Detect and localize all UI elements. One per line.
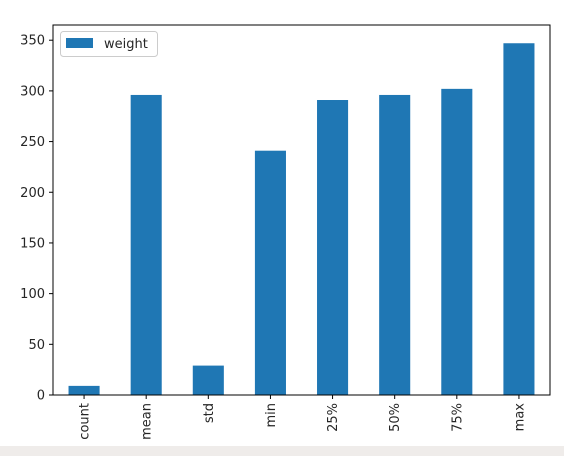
legend-swatch bbox=[66, 38, 93, 48]
bar-std bbox=[192, 365, 224, 395]
plot-frame bbox=[52, 24, 551, 396]
x-tick-label-max: max bbox=[512, 403, 527, 432]
bar-25% bbox=[317, 100, 349, 395]
x-tick-label-25%: 25% bbox=[326, 403, 341, 432]
x-tick-label-std: std bbox=[202, 403, 217, 423]
y-tick-label: 200 bbox=[20, 186, 45, 201]
window-bottom-strip bbox=[0, 446, 564, 456]
y-tick-label: 250 bbox=[20, 135, 45, 150]
x-tick-label-75%: 75% bbox=[450, 403, 465, 432]
bars-layer bbox=[68, 43, 535, 396]
bar-max bbox=[503, 43, 535, 395]
bar-min bbox=[254, 150, 286, 395]
bar-count bbox=[68, 385, 100, 395]
x-tick-label-mean: mean bbox=[140, 403, 155, 440]
axes-layer: 0 50 100 150 200 250 300 350 count mean std min 25% 5… bbox=[20, 24, 551, 440]
bar-75% bbox=[441, 88, 473, 396]
legend: weight bbox=[60, 31, 158, 57]
legend-box bbox=[60, 31, 158, 57]
y-tick-label: 300 bbox=[20, 84, 45, 99]
y-tick-label: 100 bbox=[20, 287, 45, 302]
bar-50% bbox=[379, 94, 411, 395]
x-tick-label-50%: 50% bbox=[388, 403, 403, 432]
y-tick-label: 150 bbox=[20, 236, 45, 251]
x-tick-label-count: count bbox=[78, 403, 93, 440]
y-tick-label: 50 bbox=[28, 338, 45, 353]
x-tick-label-min: min bbox=[264, 403, 279, 428]
y-tick-label: 0 bbox=[37, 389, 45, 404]
legend-label: weight bbox=[104, 37, 148, 52]
y-tick-label: 350 bbox=[20, 34, 45, 49]
bar-mean bbox=[130, 94, 162, 395]
